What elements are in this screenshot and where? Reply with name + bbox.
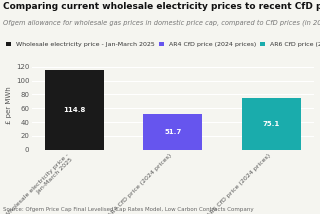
Text: 75.1: 75.1 xyxy=(263,121,280,127)
Bar xyxy=(143,114,202,150)
Legend: Wholesale electricity price - Jan-March 2025, AR4 CfD price (2024 prices), AR6 C: Wholesale electricity price - Jan-March … xyxy=(6,42,320,47)
Bar xyxy=(45,70,104,150)
Text: 51.7: 51.7 xyxy=(164,129,181,135)
Bar xyxy=(242,98,301,150)
Text: Ofgem allowance for wholesale gas prices in domestic price cap, compared to CfD : Ofgem allowance for wholesale gas prices… xyxy=(3,19,320,26)
Text: Source: Ofgem Price Cap Final Levelised Cap Rates Model, Low Carbon Contracts Co: Source: Ofgem Price Cap Final Levelised … xyxy=(3,207,254,212)
Text: 114.8: 114.8 xyxy=(63,107,85,113)
Text: Comparing current wholesale electricity prices to recent CfD prices: Comparing current wholesale electricity … xyxy=(3,2,320,11)
Y-axis label: £ per MWh: £ per MWh xyxy=(5,86,12,124)
